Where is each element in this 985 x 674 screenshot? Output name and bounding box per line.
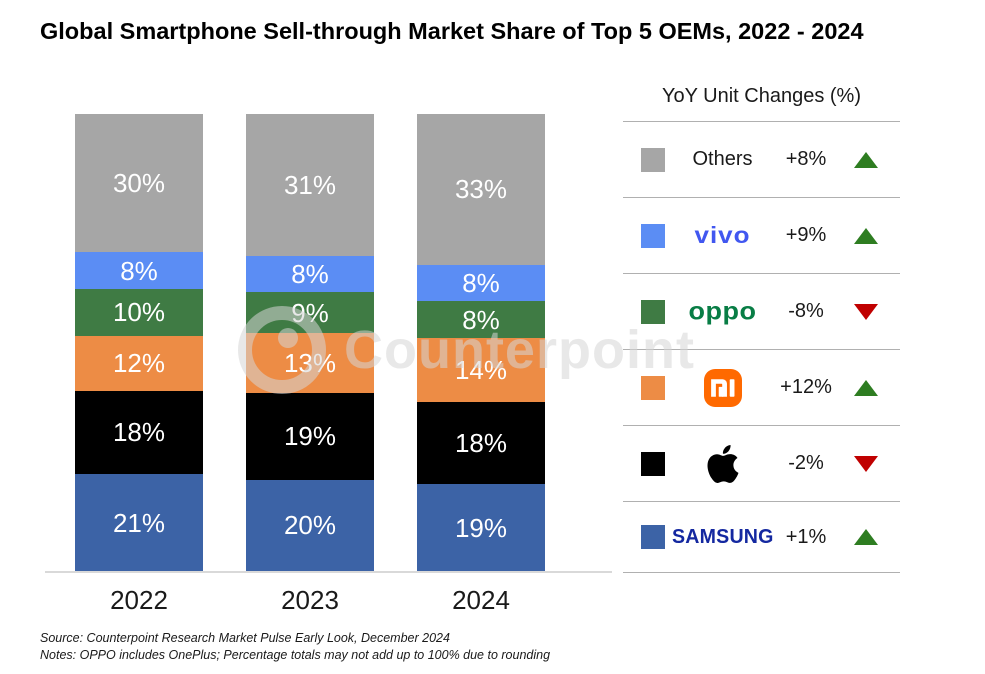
samsung-logo-icon: SAMSUNG: [671, 525, 774, 548]
segment-label: 30%: [112, 168, 166, 199]
segment-others-2022: 30%: [75, 114, 203, 253]
segment-samsung-2022: 21%: [75, 474, 203, 571]
segment-oppo-2024: 8%: [417, 301, 545, 338]
segment-label: 9%: [291, 297, 329, 328]
segment-label: 8%: [291, 258, 329, 289]
segment-label: 12%: [112, 348, 166, 379]
trend-up-icon: [854, 151, 878, 168]
segment-label: 8%: [120, 255, 158, 286]
segment-label: 33%: [454, 174, 508, 205]
swatch-vivo: [641, 223, 665, 248]
source-note: Source: Counterpoint Research Market Pul…: [40, 631, 450, 645]
yoy-value-others: +8%: [785, 148, 827, 170]
segment-label: 21%: [112, 507, 166, 538]
segment-oppo-2023: 9%: [246, 292, 374, 334]
legend-row-oppo: oppo -8%: [623, 274, 900, 350]
segment-label: 14%: [454, 354, 508, 385]
trend-up-icon: [854, 379, 878, 396]
legend-title: YoY Unit Changes (%): [623, 85, 900, 122]
segment-label: 8%: [462, 268, 500, 299]
legend-row-vivo: vivo +9%: [623, 198, 900, 274]
xiaomi-logo-icon: [703, 368, 742, 407]
segment-label: 20%: [283, 510, 337, 541]
swatch-others: [641, 147, 665, 172]
bar-2024: 33% 8% 8% 14% 18% 19%: [417, 114, 545, 571]
legend-row-samsung: SAMSUNG +1%: [623, 502, 900, 573]
x-axis-label-2023: 2023: [281, 585, 339, 615]
trend-up-icon: [854, 529, 878, 545]
swatch-oppo: [641, 299, 665, 324]
legend-panel: YoY Unit Changes (%) Others +8% vivo +9% opp…: [623, 85, 900, 573]
legend-row-xiaomi: +12%: [623, 350, 900, 426]
bar-2022: 30% 8% 10% 12% 18% 21%: [75, 114, 203, 571]
legend-rows: Others +8% vivo +9% oppo -8% +12% -2% SAMSUNG +…: [623, 122, 900, 573]
legend-row-apple: -2%: [623, 426, 900, 502]
swatch-xiaomi: [641, 375, 665, 400]
trend-down-icon: [854, 303, 878, 320]
chart-title: Global Smartphone Sell-through Market Sh…: [40, 18, 864, 44]
segment-apple-2023: 19%: [246, 392, 374, 480]
segment-label: 18%: [112, 417, 166, 448]
plot-area: 30% 8% 10% 12% 18% 21% 31% 8% 9% 13% 19% 20% 33% 8% 8%…: [45, 114, 612, 615]
segment-label: 13%: [283, 348, 337, 379]
oppo-logo-icon: oppo: [688, 297, 757, 325]
segment-vivo-2023: 8%: [246, 255, 374, 293]
swatch-apple: [641, 451, 665, 476]
apple-logo-icon: [707, 444, 738, 483]
x-axis-label-2024: 2024: [452, 585, 510, 615]
segment-label: 18%: [454, 427, 508, 458]
segment-vivo-2024: 8%: [417, 264, 545, 302]
segment-label: 31%: [283, 169, 337, 200]
yoy-value-apple: -2%: [788, 452, 824, 474]
yoy-value-samsung: +1%: [785, 525, 827, 548]
segment-vivo-2022: 8%: [75, 252, 203, 290]
vivo-logo-icon: vivo: [694, 221, 751, 249]
segment-oppo-2022: 10%: [75, 289, 203, 336]
segment-apple-2024: 18%: [417, 401, 545, 485]
segment-label: 8%: [462, 304, 500, 335]
yoy-value-oppo: -8%: [788, 300, 824, 322]
segment-xiaomi-2022: 12%: [75, 335, 203, 391]
swatch-samsung: [641, 525, 665, 549]
segment-others-2024: 33%: [417, 114, 545, 265]
segment-xiaomi-2024: 14%: [417, 337, 545, 402]
segment-apple-2022: 18%: [75, 390, 203, 475]
x-axis-label-2022: 2022: [110, 585, 168, 615]
segment-label: 19%: [454, 512, 508, 543]
trend-up-icon: [854, 227, 878, 244]
footnotes: Source: Counterpoint Research Market Pul…: [40, 630, 550, 664]
yoy-value-xiaomi: +12%: [780, 376, 832, 398]
segment-samsung-2023: 20%: [246, 479, 374, 571]
segment-xiaomi-2023: 13%: [246, 333, 374, 393]
segment-label: 10%: [112, 297, 166, 328]
bar-2023: 31% 8% 9% 13% 19% 20%: [246, 114, 374, 571]
legend-row-others: Others +8%: [623, 122, 900, 198]
notes-note: Notes: OPPO includes OnePlus; Percentage…: [40, 647, 551, 662]
segment-label: 19%: [283, 421, 337, 452]
yoy-value-vivo: +9%: [785, 224, 827, 246]
segment-samsung-2024: 19%: [417, 484, 545, 571]
segment-others-2023: 31%: [246, 114, 374, 256]
trend-down-icon: [854, 455, 878, 472]
others-label: Others: [692, 148, 753, 170]
